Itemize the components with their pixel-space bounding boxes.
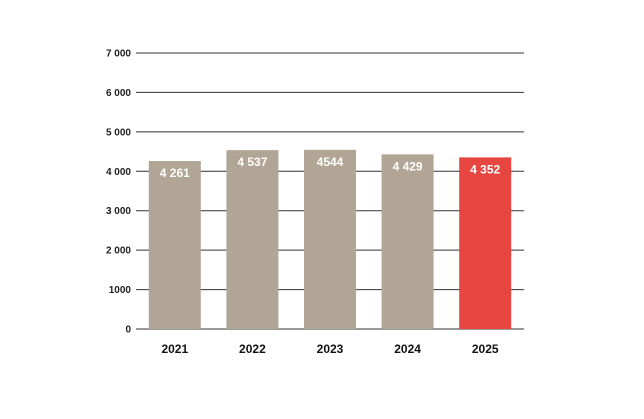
data-label-2023: 4544 — [317, 155, 344, 169]
category-label-2025: 2025 — [472, 342, 499, 356]
bar-2025 — [459, 157, 512, 329]
y-tick-label: 3 000 — [106, 206, 131, 217]
bar-2021 — [148, 160, 201, 329]
bar-2022 — [226, 150, 279, 329]
bar-layer — [148, 149, 512, 329]
y-tick-label: 6 000 — [106, 88, 131, 99]
y-tick-label: 5 000 — [106, 127, 131, 138]
data-label-2024: 4 429 — [393, 159, 423, 173]
category-label-2022: 2022 — [239, 342, 266, 356]
label-layer: 0 1000 2 000 3 000 4 000 5 000 6 000 7 000 4 261… — [106, 49, 501, 357]
bar-2023 — [304, 149, 356, 329]
data-label-2022: 4 537 — [237, 155, 267, 169]
y-tick-label: 4 000 — [106, 167, 131, 178]
y-tick-label: 7 000 — [106, 49, 131, 60]
y-tick-label: 0 — [125, 325, 131, 336]
category-label-2024: 2024 — [394, 342, 421, 356]
data-label-2025: 4 352 — [470, 162, 500, 176]
y-tick-label: 1000 — [109, 285, 132, 296]
category-label-2023: 2023 — [317, 342, 344, 356]
category-label-2021: 2021 — [161, 342, 188, 356]
data-label-2021: 4 261 — [160, 166, 190, 180]
y-tick-label: 2 000 — [106, 246, 131, 257]
bar-2024 — [381, 154, 434, 329]
